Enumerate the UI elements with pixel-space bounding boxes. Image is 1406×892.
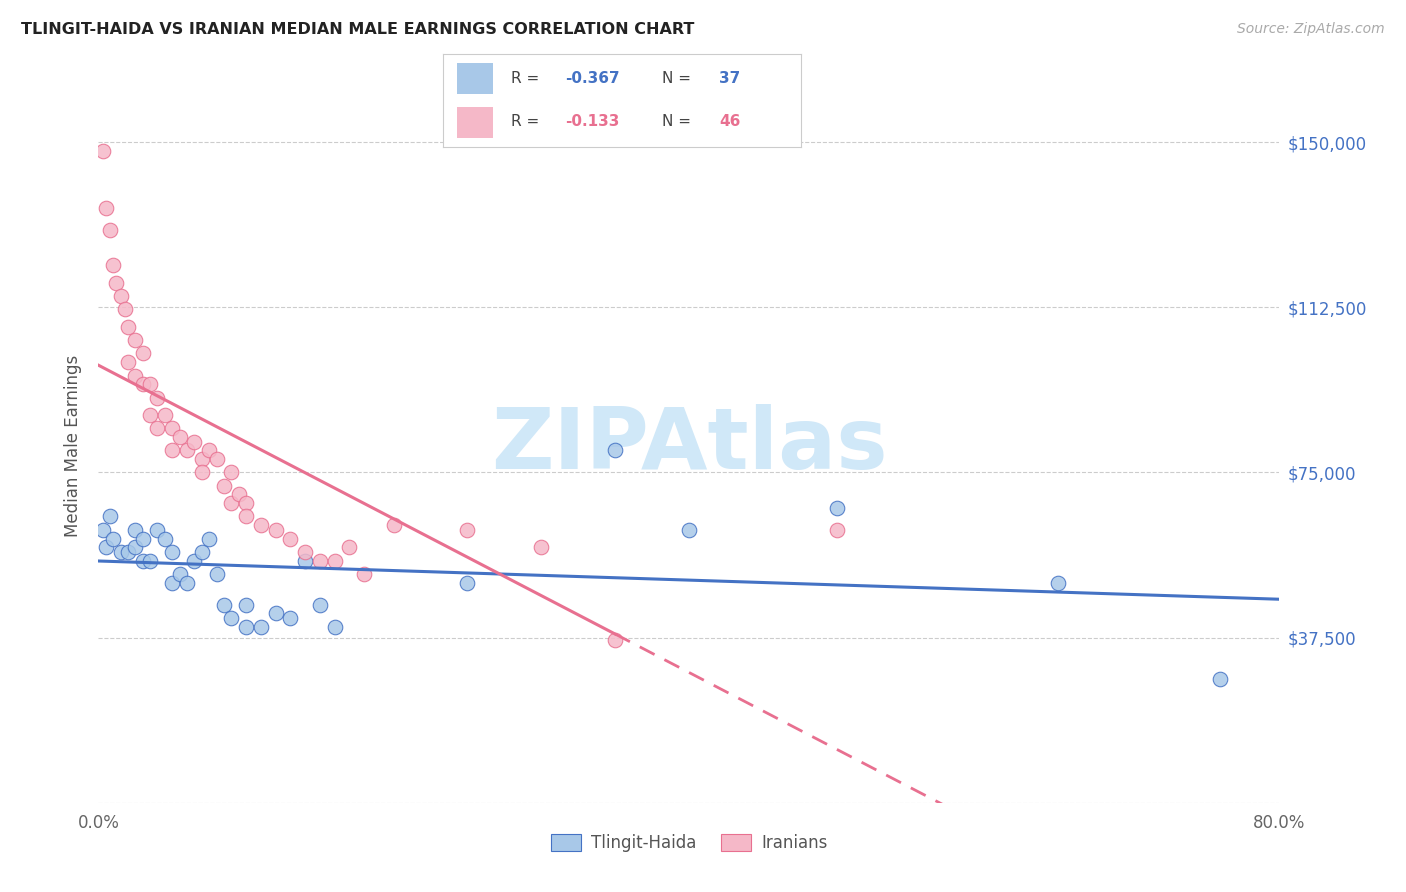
Tlingit-Haida: [309, 598, 332, 612]
Tlingit-Haida: [323, 619, 346, 633]
Tlingit-Haida: [117, 545, 139, 559]
Text: 46: 46: [718, 114, 741, 129]
Tlingit-Haida: [221, 611, 243, 625]
Iranians: [294, 545, 316, 559]
Text: TLINGIT-HAIDA VS IRANIAN MEDIAN MALE EARNINGS CORRELATION CHART: TLINGIT-HAIDA VS IRANIAN MEDIAN MALE EAR…: [21, 22, 695, 37]
Iranians: [235, 509, 257, 524]
Tlingit-Haida: [146, 523, 169, 537]
Iranians: [117, 355, 139, 369]
Iranians: [530, 541, 553, 555]
Tlingit-Haida: [162, 545, 183, 559]
Tlingit-Haida: [250, 619, 273, 633]
Tlingit-Haida: [198, 532, 221, 546]
Iranians: [264, 523, 287, 537]
Tlingit-Haida: [235, 619, 257, 633]
Tlingit-Haida: [139, 553, 162, 567]
Iranians: [183, 434, 205, 449]
Text: -0.133: -0.133: [565, 114, 619, 129]
Iranians: [309, 553, 332, 567]
Tlingit-Haida: [103, 532, 125, 546]
Iranians: [91, 144, 114, 158]
Iranians: [191, 466, 214, 480]
Iranians: [162, 421, 183, 435]
Iranians: [198, 443, 221, 458]
Iranians: [825, 523, 848, 537]
Tlingit-Haida: [132, 532, 155, 546]
Text: 37: 37: [718, 71, 740, 87]
Tlingit-Haida: [205, 566, 228, 581]
Tlingit-Haida: [169, 566, 191, 581]
Iranians: [353, 566, 375, 581]
Tlingit-Haida: [191, 545, 214, 559]
Tlingit-Haida: [110, 545, 132, 559]
Iranians: [280, 532, 302, 546]
Tlingit-Haida: [280, 611, 302, 625]
Tlingit-Haida: [457, 575, 479, 590]
Tlingit-Haida: [132, 553, 155, 567]
Tlingit-Haida: [212, 598, 235, 612]
Text: -0.367: -0.367: [565, 71, 620, 87]
Iranians: [132, 346, 155, 360]
Iranians: [105, 276, 128, 290]
Tlingit-Haida: [183, 553, 205, 567]
Iranians: [98, 223, 121, 237]
Iranians: [221, 466, 243, 480]
FancyBboxPatch shape: [457, 63, 494, 94]
Iranians: [124, 368, 146, 383]
Tlingit-Haida: [94, 541, 117, 555]
FancyBboxPatch shape: [457, 107, 494, 138]
Iranians: [212, 478, 235, 492]
Tlingit-Haida: [294, 553, 316, 567]
Iranians: [94, 201, 117, 215]
Iranians: [169, 430, 191, 444]
Tlingit-Haida: [124, 541, 146, 555]
Iranians: [153, 408, 176, 422]
Tlingit-Haida: [124, 523, 146, 537]
Tlingit-Haida: [678, 523, 700, 537]
Iranians: [139, 408, 162, 422]
Iranians: [114, 302, 136, 317]
Iranians: [205, 452, 228, 467]
Tlingit-Haida: [98, 509, 121, 524]
Tlingit-Haida: [235, 598, 257, 612]
Iranians: [110, 289, 132, 303]
Tlingit-Haida: [264, 607, 287, 621]
Tlingit-Haida: [1209, 673, 1232, 687]
Iranians: [250, 518, 273, 533]
Iranians: [191, 452, 214, 467]
Tlingit-Haida: [825, 500, 848, 515]
Iranians: [139, 377, 162, 392]
Tlingit-Haida: [176, 575, 198, 590]
Iranians: [339, 541, 361, 555]
Text: ZIPAtlas: ZIPAtlas: [491, 404, 887, 488]
Text: R =: R =: [510, 114, 544, 129]
Iranians: [162, 443, 183, 458]
Iranians: [103, 259, 125, 273]
Tlingit-Haida: [162, 575, 183, 590]
Text: Source: ZipAtlas.com: Source: ZipAtlas.com: [1237, 22, 1385, 37]
Legend: Tlingit-Haida, Iranians: Tlingit-Haida, Iranians: [544, 827, 834, 859]
Iranians: [132, 377, 155, 392]
Text: R =: R =: [510, 71, 544, 87]
Iranians: [221, 496, 243, 510]
Tlingit-Haida: [1046, 575, 1070, 590]
Tlingit-Haida: [91, 523, 114, 537]
Tlingit-Haida: [153, 532, 176, 546]
Text: N =: N =: [662, 114, 696, 129]
Iranians: [146, 421, 169, 435]
Iranians: [235, 496, 257, 510]
Tlingit-Haida: [605, 443, 627, 458]
Iranians: [176, 443, 198, 458]
Iranians: [323, 553, 346, 567]
Text: N =: N =: [662, 71, 696, 87]
Iranians: [382, 518, 405, 533]
Y-axis label: Median Male Earnings: Median Male Earnings: [65, 355, 83, 537]
Iranians: [605, 632, 627, 647]
Iranians: [146, 391, 169, 405]
Iranians: [228, 487, 250, 501]
Iranians: [117, 320, 139, 334]
Iranians: [124, 333, 146, 347]
Iranians: [457, 523, 479, 537]
